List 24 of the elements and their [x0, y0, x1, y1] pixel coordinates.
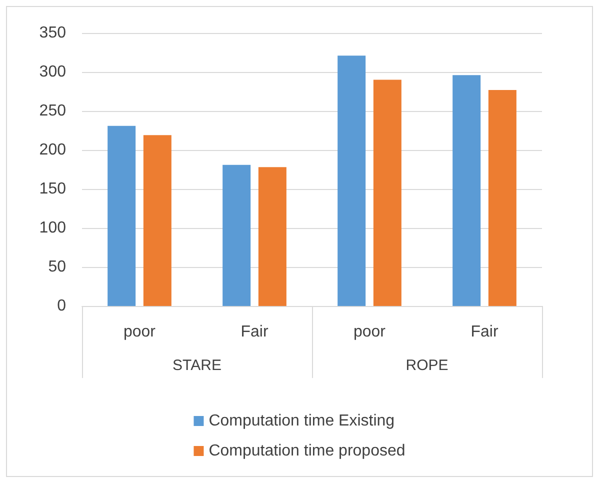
legend-label: Computation time Existing [208, 412, 395, 430]
bar [373, 80, 402, 306]
legend-label: Computation time proposed [208, 442, 406, 460]
y-tick-label: 300 [39, 64, 66, 80]
y-tick-label: 50 [48, 258, 66, 276]
text: STARE [172, 357, 222, 374]
y-tick-label: 350 [39, 24, 66, 42]
x-tick-label: Fair [470, 324, 499, 340]
bar [488, 90, 516, 306]
bar [108, 126, 136, 306]
bar [338, 56, 366, 306]
x-tick-label: poor [353, 324, 386, 340]
y-tick-label: 250 [39, 102, 66, 120]
bar [222, 164, 251, 306]
x-tick-label: Fair [240, 324, 269, 340]
y-tick-label: 150 [39, 180, 66, 198]
y-tick-label: 0 [57, 298, 66, 314]
bar [258, 167, 286, 306]
y-tick-label: 200 [39, 142, 66, 158]
bar [452, 75, 481, 306]
y-tick-label: 100 [39, 220, 66, 236]
x-tick-label: poor [123, 324, 156, 340]
bar [143, 135, 172, 306]
text: ROPE [406, 357, 448, 374]
